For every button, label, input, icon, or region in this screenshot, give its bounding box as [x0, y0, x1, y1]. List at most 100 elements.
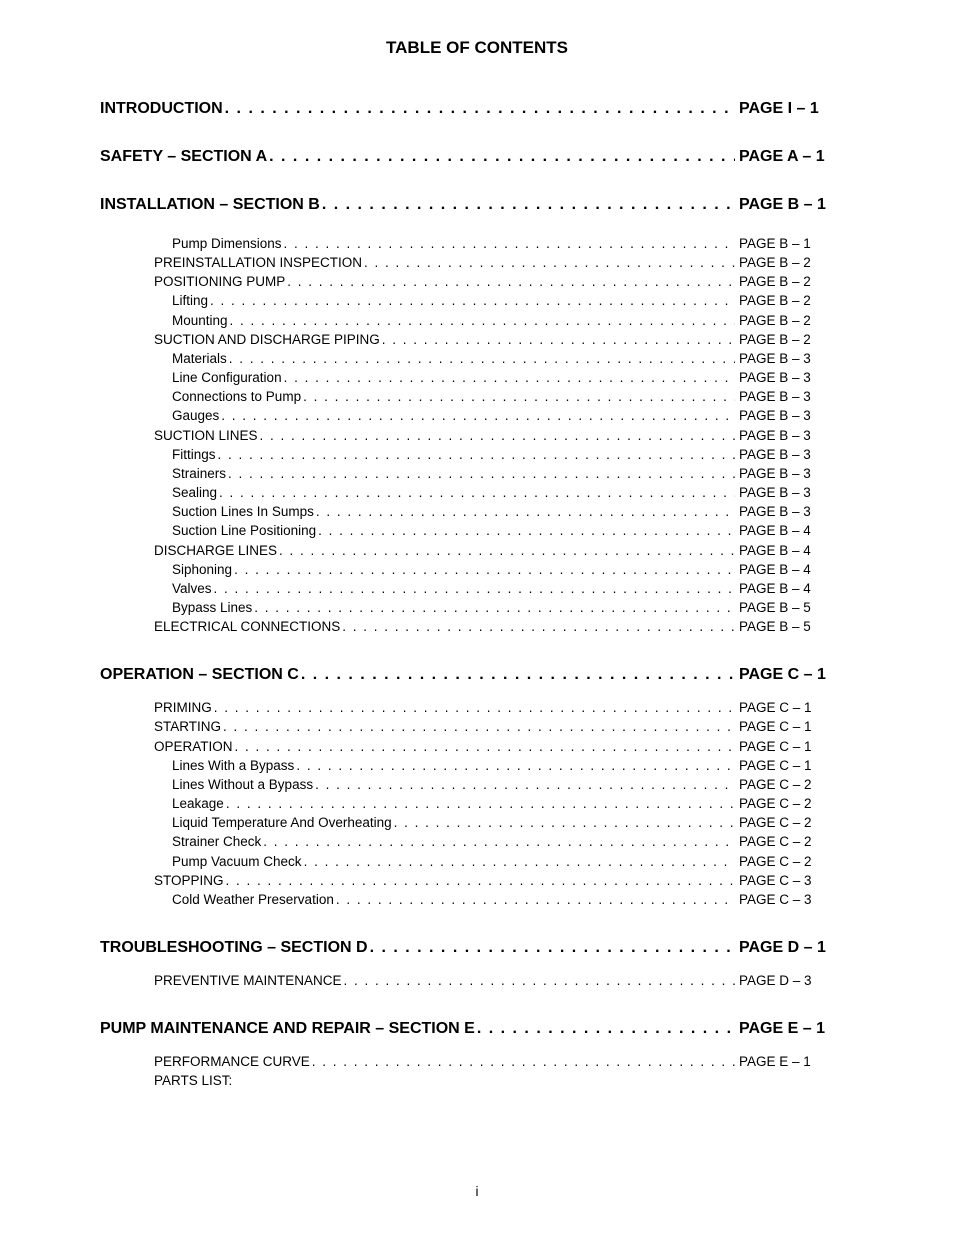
toc-sub-row: Mounting. . . . . . . . . . . . . . . . … [100, 311, 854, 330]
toc-entry-page: PAGE B – 2 [739, 272, 854, 291]
toc-entry-page: PAGE E – 1 [739, 1052, 854, 1071]
toc-sub-row: Strainer Check. . . . . . . . . . . . . … [100, 832, 854, 851]
toc-entry-page: PAGE C – 2 [739, 775, 854, 794]
toc-leader-dots: . . . . . . . . . . . . . . . . . . . . … [263, 832, 735, 851]
toc-entry-page: PAGE B – 3 [739, 502, 854, 521]
toc-leader-dots: . . . . . . . . . . . . . . . . . . . . … [230, 311, 735, 330]
toc-leader-dots: . . . . . . . . . . . . . . . . . . . . … [287, 272, 735, 291]
toc-entry-page: PAGE B – 4 [739, 541, 854, 560]
toc-entry-page: PAGE B – 4 [739, 560, 854, 579]
toc-entry-label: PUMP MAINTENANCE AND REPAIR – SECTION E [100, 1020, 475, 1038]
table-of-contents: INTRODUCTION. . . . . . . . . . . . . . … [100, 100, 854, 1090]
toc-leader-dots: . . . . . . . . . . . . . . . . . . . . … [304, 852, 735, 871]
toc-sub-row: OPERATION. . . . . . . . . . . . . . . .… [100, 737, 854, 756]
toc-leader-dots: . . . . . . . . . . . . . . . . . . . . … [318, 521, 735, 540]
toc-leader-dots: . . . . . . . . . . . . . . . . . . . . … [336, 890, 735, 909]
toc-entry-page: PAGE B – 4 [739, 579, 854, 598]
toc-leader-dots: . . . . . . . . . . . . . . . . . . . . … [214, 698, 735, 717]
toc-entry-label: SAFETY – SECTION A [100, 148, 267, 166]
toc-section-row: INTRODUCTION. . . . . . . . . . . . . . … [100, 100, 854, 118]
toc-entry-label: Cold Weather Preservation [172, 890, 334, 909]
toc-entry-page: PAGE C – 3 [739, 871, 854, 890]
toc-section-row: INSTALLATION – SECTION B. . . . . . . . … [100, 196, 854, 214]
toc-entry-page: PAGE B – 2 [739, 330, 854, 349]
toc-sub-row: Valves. . . . . . . . . . . . . . . . . … [100, 579, 854, 598]
toc-entry-label: ELECTRICAL CONNECTIONS [154, 617, 340, 636]
toc-sub-row: Suction Lines In Sumps. . . . . . . . . … [100, 502, 854, 521]
toc-entry-page: PAGE C – 2 [739, 813, 854, 832]
toc-entry-label: Pump Vacuum Check [172, 852, 302, 871]
toc-leader-dots: . . . . . . . . . . . . . . . . . . . . … [269, 148, 735, 166]
toc-entry-label: Gauges [172, 406, 219, 425]
toc-entry-page: PAGE B – 2 [739, 311, 854, 330]
toc-entry-label: Leakage [172, 794, 224, 813]
toc-leader-dots: . . . . . . . . . . . . . . . . . . . . … [229, 349, 735, 368]
toc-section-row: PUMP MAINTENANCE AND REPAIR – SECTION E.… [100, 1020, 854, 1038]
toc-entry-label: Strainers [172, 464, 226, 483]
toc-sub-row: Bypass Lines. . . . . . . . . . . . . . … [100, 598, 854, 617]
toc-leader-dots: . . . . . . . . . . . . . . . . . . . . … [477, 1020, 735, 1038]
toc-leader-dots: . . . . . . . . . . . . . . . . . . . . … [284, 234, 735, 253]
toc-entry-page: PAGE B – 3 [739, 464, 854, 483]
toc-entry-label: Sealing [172, 483, 217, 502]
toc-section-row: SAFETY – SECTION A. . . . . . . . . . . … [100, 148, 854, 166]
toc-entry-label: SUCTION LINES [154, 426, 258, 445]
toc-entry-label: Lines With a Bypass [172, 756, 294, 775]
toc-sub-row: PREINSTALLATION INSPECTION. . . . . . . … [100, 253, 854, 272]
toc-sub-row: Fittings. . . . . . . . . . . . . . . . … [100, 445, 854, 464]
toc-sub-row: SUCTION AND DISCHARGE PIPING. . . . . . … [100, 330, 854, 349]
toc-entry-page: PAGE D – 1 [739, 939, 854, 957]
toc-entry-page: PAGE B – 2 [739, 253, 854, 272]
toc-entry-page: PAGE C – 2 [739, 832, 854, 851]
toc-entry-page: PAGE B – 2 [739, 291, 854, 310]
page-title: TABLE OF CONTENTS [100, 38, 854, 58]
toc-entry-page: PAGE A – 1 [739, 148, 854, 166]
toc-leader-dots: . . . . . . . . . . . . . . . . . . . . … [235, 737, 735, 756]
toc-leader-dots: . . . . . . . . . . . . . . . . . . . . … [303, 387, 735, 406]
toc-entry-page: PAGE C – 1 [739, 717, 854, 736]
toc-sub-row: Line Configuration. . . . . . . . . . . … [100, 368, 854, 387]
toc-entry-label: Liquid Temperature And Overheating [172, 813, 392, 832]
toc-section-row: OPERATION – SECTION C. . . . . . . . . .… [100, 666, 854, 684]
toc-sub-row: POSITIONING PUMP. . . . . . . . . . . . … [100, 272, 854, 291]
toc-leader-dots: . . . . . . . . . . . . . . . . . . . . … [344, 971, 735, 990]
toc-sub-row: DISCHARGE LINES. . . . . . . . . . . . .… [100, 541, 854, 560]
toc-sub-row: Materials. . . . . . . . . . . . . . . .… [100, 349, 854, 368]
toc-sub-row: Lifting. . . . . . . . . . . . . . . . .… [100, 291, 854, 310]
toc-entry-label: Suction Lines In Sumps [172, 502, 314, 521]
toc-entry-page: PAGE B – 4 [739, 521, 854, 540]
toc-entry-label: Bypass Lines [172, 598, 252, 617]
toc-entry-label: OPERATION [154, 737, 233, 756]
toc-leader-dots: . . . . . . . . . . . . . . . . . . . . … [370, 939, 735, 957]
toc-leader-dots: . . . . . . . . . . . . . . . . . . . . … [312, 1052, 735, 1071]
toc-sub-row: Connections to Pump. . . . . . . . . . .… [100, 387, 854, 406]
toc-entry-page: PAGE I – 1 [739, 100, 854, 118]
toc-entry-page: PAGE C – 2 [739, 794, 854, 813]
toc-entry-label: Strainer Check [172, 832, 261, 851]
toc-entry-page: PAGE B – 5 [739, 598, 854, 617]
toc-sub-row: Lines With a Bypass. . . . . . . . . . .… [100, 756, 854, 775]
toc-sub-row: PERFORMANCE CURVE. . . . . . . . . . . .… [100, 1052, 854, 1071]
toc-sub-row: Pump Dimensions. . . . . . . . . . . . .… [100, 234, 854, 253]
toc-leader-dots: . . . . . . . . . . . . . . . . . . . . … [226, 794, 735, 813]
toc-entry-label: STOPPING [154, 871, 224, 890]
toc-entry-label: OPERATION – SECTION C [100, 666, 299, 684]
toc-sub-row: STARTING. . . . . . . . . . . . . . . . … [100, 717, 854, 736]
toc-entry-label: Lifting [172, 291, 208, 310]
toc-entry-label: PREVENTIVE MAINTENANCE [154, 971, 342, 990]
toc-sub-row: Suction Line Positioning. . . . . . . . … [100, 521, 854, 540]
toc-entry-label: PARTS LIST: [154, 1071, 232, 1090]
toc-sub-row: PRIMING. . . . . . . . . . . . . . . . .… [100, 698, 854, 717]
toc-leader-dots: . . . . . . . . . . . . . . . . . . . . … [322, 196, 735, 214]
toc-entry-page: PAGE E – 1 [739, 1020, 854, 1038]
toc-section-row: TROUBLESHOOTING – SECTION D. . . . . . .… [100, 939, 854, 957]
toc-entry-label: POSITIONING PUMP [154, 272, 285, 291]
toc-entry-label: Mounting [172, 311, 228, 330]
toc-sub-row: Lines Without a Bypass. . . . . . . . . … [100, 775, 854, 794]
toc-leader-dots: . . . . . . . . . . . . . . . . . . . . … [254, 598, 735, 617]
toc-entry-label: PREINSTALLATION INSPECTION [154, 253, 362, 272]
toc-leader-dots: . . . . . . . . . . . . . . . . . . . . … [260, 426, 735, 445]
toc-entry-label: PRIMING [154, 698, 212, 717]
toc-entry-label: Line Configuration [172, 368, 282, 387]
toc-leader-dots: . . . . . . . . . . . . . . . . . . . . … [364, 253, 735, 272]
